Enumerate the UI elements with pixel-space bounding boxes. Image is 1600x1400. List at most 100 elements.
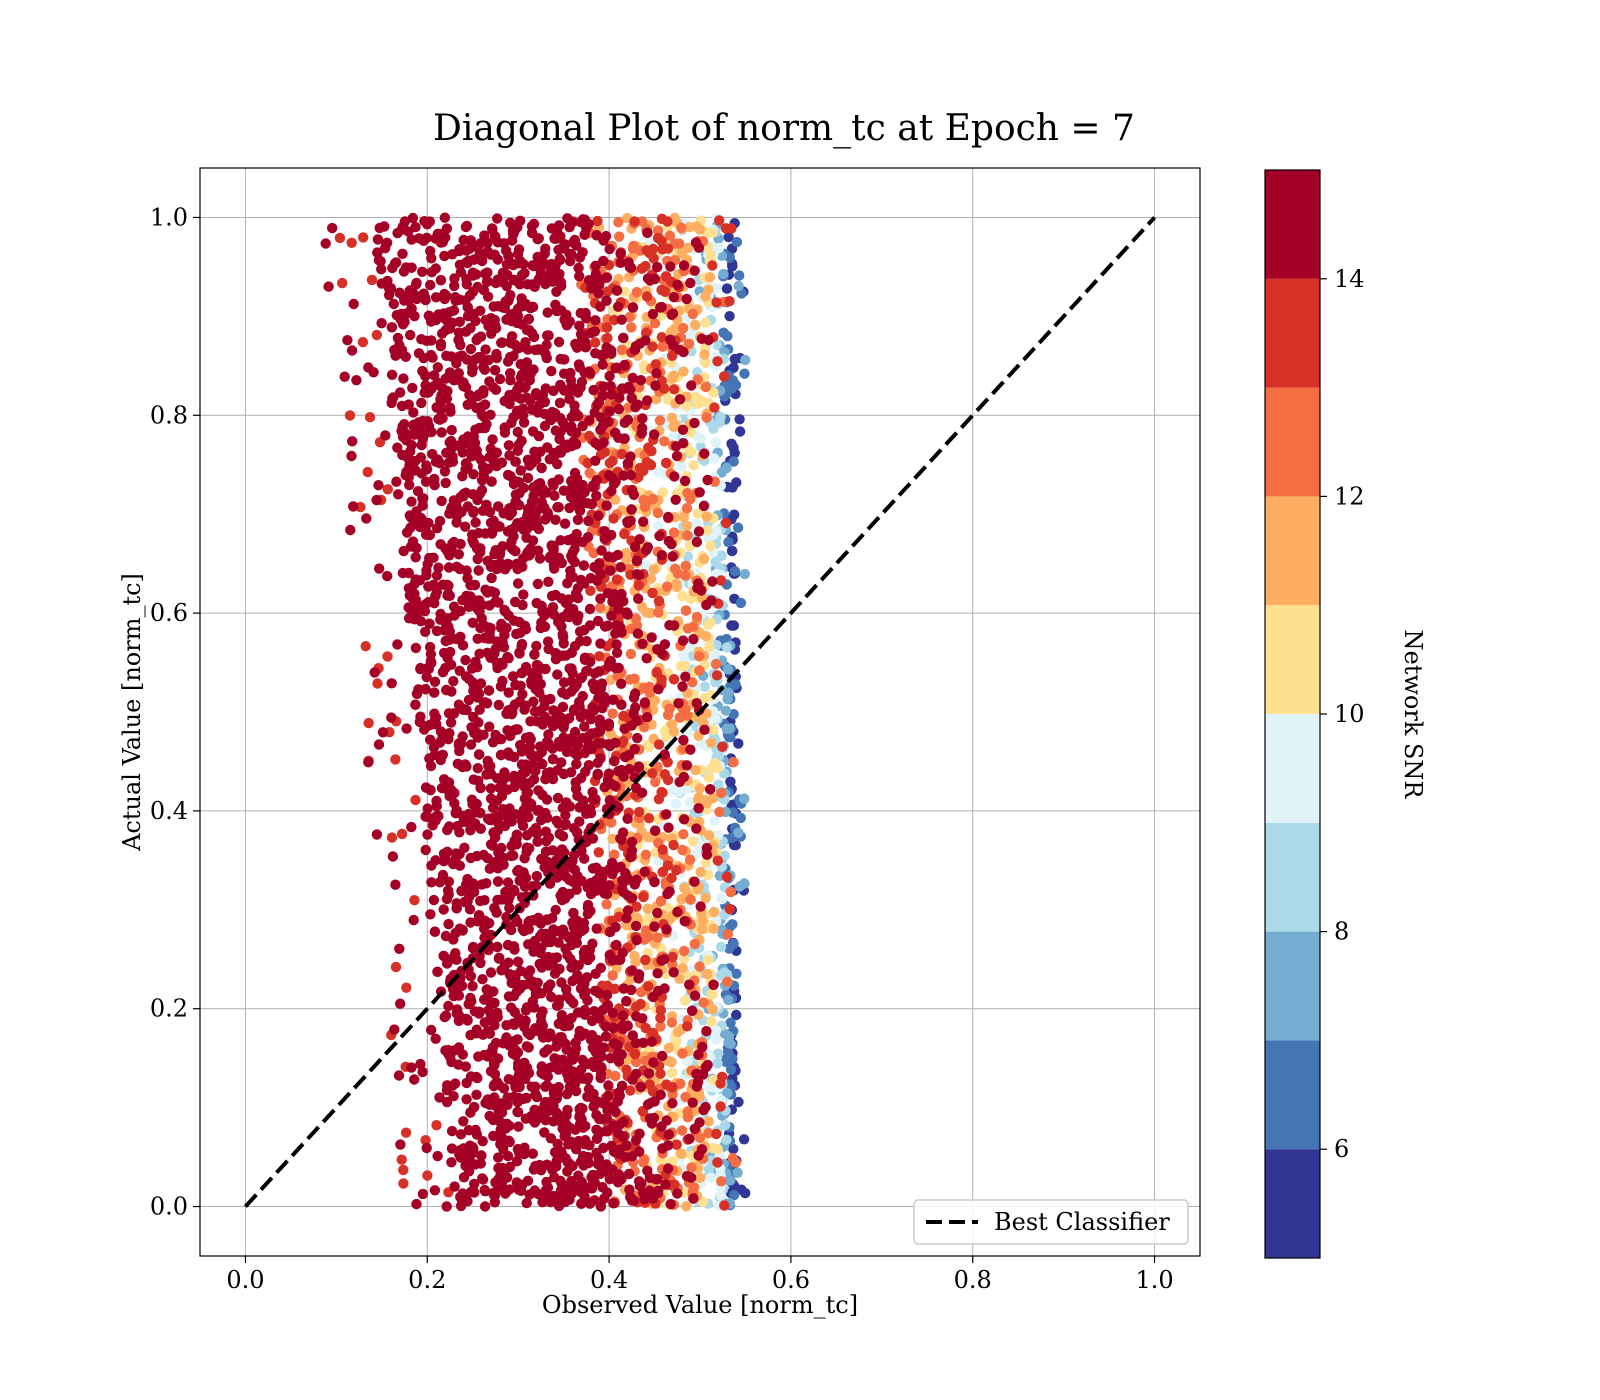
scatter-point	[551, 1161, 562, 1172]
scatter-point	[657, 787, 668, 798]
scatter-point	[699, 693, 710, 704]
scatter-point	[685, 894, 696, 905]
scatter-point	[720, 1056, 731, 1068]
scatter-point	[510, 809, 521, 820]
scatter-point	[464, 290, 476, 301]
scatter-point	[520, 700, 531, 711]
scatter-point	[594, 651, 605, 662]
scatter-point	[449, 787, 460, 799]
scatter-point	[579, 721, 590, 732]
scatter-point	[482, 633, 494, 644]
scatter-point	[702, 525, 713, 536]
scatter-point	[468, 941, 479, 953]
scatter-point	[569, 467, 581, 479]
scatter-point	[608, 1198, 619, 1209]
scatter-point	[514, 1147, 525, 1159]
scatter-point	[706, 763, 717, 774]
scatter-point	[680, 560, 691, 572]
scatter-point	[732, 1167, 743, 1178]
scatter-point	[649, 1096, 660, 1107]
scatter-point	[383, 289, 395, 301]
scatter-point	[668, 527, 680, 538]
scatter-point	[677, 681, 688, 692]
scatter-point	[505, 351, 516, 363]
scatter-point	[386, 369, 398, 380]
scatter-point	[728, 757, 739, 768]
scatter-point	[574, 504, 585, 515]
scatter-point	[471, 685, 483, 696]
scatter-point	[616, 314, 627, 325]
scatter-point	[701, 412, 712, 423]
scatter-point	[475, 782, 486, 794]
scatter-point	[583, 760, 595, 771]
scatter-point	[687, 836, 699, 847]
scatter-point	[515, 627, 526, 638]
scatter-point	[473, 1051, 484, 1062]
scatter-point	[669, 471, 680, 482]
scatter-point	[687, 677, 698, 688]
scatter-point	[613, 217, 624, 228]
scatter-point	[739, 878, 750, 889]
scatter-point	[590, 337, 601, 348]
scatter-point	[547, 754, 559, 765]
scatter-point	[548, 385, 559, 396]
scatter-point	[691, 518, 702, 529]
scatter-point	[650, 359, 662, 370]
scatter-point	[706, 595, 717, 606]
scatter-point	[323, 281, 334, 292]
scatter-point	[677, 635, 689, 646]
scatter-point	[677, 424, 689, 435]
scatter-point	[658, 954, 670, 965]
scatter-point	[528, 696, 539, 707]
scatter-point	[528, 218, 540, 230]
scatter-point	[357, 337, 369, 348]
scatter-point	[552, 669, 563, 680]
scatter-point	[393, 1070, 405, 1081]
scatter-point	[346, 450, 357, 462]
scatter-point	[405, 522, 416, 533]
scatter-point	[695, 432, 706, 444]
scatter-point	[560, 818, 571, 830]
scatter-point	[460, 326, 472, 337]
scatter-point	[665, 334, 676, 345]
scatter-point	[629, 541, 641, 553]
scatter-point	[667, 951, 678, 963]
scatter-point	[662, 216, 673, 227]
scatter-point	[716, 893, 727, 904]
scatter-point	[517, 820, 529, 831]
scatter-point	[401, 982, 412, 993]
scatter-point	[678, 260, 690, 271]
scatter-point	[636, 986, 647, 998]
scatter-point	[541, 914, 553, 925]
scatter-point	[595, 593, 606, 604]
scatter-point	[489, 365, 501, 376]
scatter-point	[465, 1029, 476, 1041]
scatter-point	[551, 286, 562, 297]
scatter-point	[441, 1096, 453, 1108]
scatter-point	[558, 677, 570, 688]
scatter-point	[443, 562, 455, 573]
scatter-point	[499, 302, 510, 313]
scatter-point	[629, 879, 640, 890]
scatter-point	[420, 844, 431, 856]
scatter-point	[666, 872, 677, 884]
scatter-point	[695, 866, 706, 878]
scatter-point	[556, 977, 567, 988]
scatter-point	[713, 1048, 724, 1059]
scatter-point	[390, 754, 401, 765]
scatter-point	[566, 1183, 578, 1194]
scatter-point	[679, 883, 690, 894]
scatter-point	[709, 402, 720, 413]
scatter-point	[439, 625, 450, 636]
scatter-point	[485, 768, 497, 780]
scatter-point	[351, 375, 362, 386]
scatter-point	[501, 622, 512, 634]
scatter-point	[542, 636, 554, 647]
scatter-point	[358, 232, 369, 243]
scatter-point	[458, 234, 469, 246]
scatter-point	[699, 448, 710, 459]
scatter-point	[650, 825, 661, 836]
scatter-point	[657, 341, 668, 352]
scatter-point	[435, 275, 447, 286]
scatter-point	[703, 1127, 714, 1139]
